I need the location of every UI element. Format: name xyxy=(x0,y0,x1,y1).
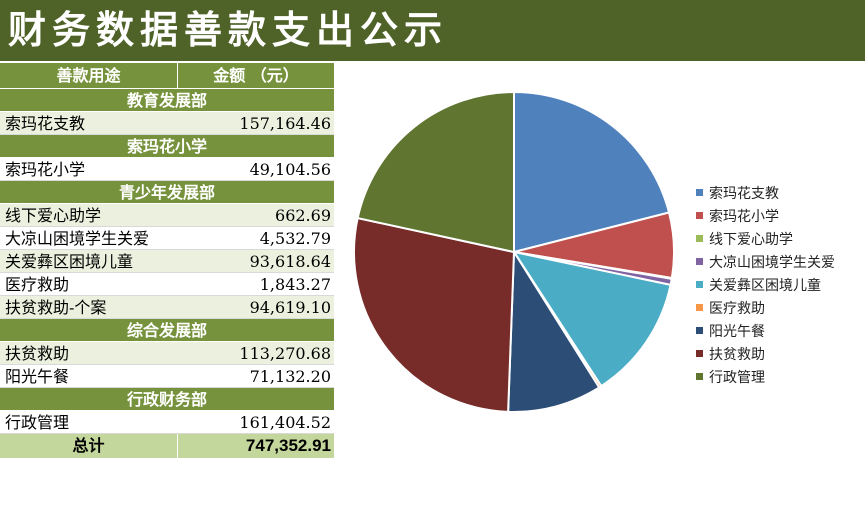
legend-label: 大凉山困境学生关爱 xyxy=(709,254,835,271)
pie-chart xyxy=(353,90,675,413)
amount-column-header: 金额 （元） xyxy=(213,66,299,85)
section-header: 行政财务部 xyxy=(0,388,334,411)
section-header: 索玛花小学 xyxy=(0,135,334,158)
chart-legend: 索玛花支教索玛花小学线下爱心助学大凉山困境学生关爱 关爱彝区困境儿童 医疗救助阳光午… xyxy=(696,181,861,388)
table-row: 医疗救助 1,843.27 xyxy=(0,273,334,296)
row-label: 线下爱心助学 xyxy=(5,206,102,225)
expense-table: 善款用途 金额 （元） 教育发展部 索玛花支教 157,164.46 索玛花小学… xyxy=(0,63,334,507)
section-header: 综合发展部 xyxy=(0,319,334,342)
total-label: 总计 xyxy=(0,434,178,458)
legend-swatch xyxy=(696,327,703,334)
table-row: 扶贫救助 113,270.68 xyxy=(0,342,334,365)
pie-slice xyxy=(356,90,515,254)
row-label: 扶贫救助 xyxy=(5,344,70,363)
table-row: 大凉山困境学生关爱 4,532.79 xyxy=(0,227,334,250)
section-header: 教育发展部 xyxy=(0,89,334,112)
legend-label: 行政管理 xyxy=(709,369,765,386)
row-amount: 49,104.56 xyxy=(249,160,331,179)
legend-item: 阳光午餐 xyxy=(696,319,861,342)
legend-item: 扶贫救助 xyxy=(696,342,861,365)
page-title: 财务数据善款支出公示 xyxy=(0,0,865,61)
table-row: 索玛花支教 157,164.46 xyxy=(0,112,334,135)
legend-item: 大凉山困境学生关爱 xyxy=(696,250,861,273)
legend-item: 索玛花小学 xyxy=(696,204,861,227)
total-row: 总计 747,352.91 xyxy=(0,434,334,458)
row-amount: 1,843.27 xyxy=(259,275,331,294)
total-amount: 747,352.91 xyxy=(245,436,331,455)
legend-swatch xyxy=(696,258,703,265)
row-label: 关爱彝区困境儿童 xyxy=(5,252,134,271)
purpose-column-header: 善款用途 xyxy=(0,63,178,88)
table-row: 阳光午餐 71,132.20 xyxy=(0,365,334,388)
legend-label: 线下爱心助学 xyxy=(709,231,793,248)
row-amount: 161,404.52 xyxy=(239,413,331,432)
legend-label: 索玛花支教 xyxy=(709,185,779,202)
legend-swatch xyxy=(696,304,703,311)
legend-item: 索玛花支教 xyxy=(696,181,861,204)
row-label: 阳光午餐 xyxy=(5,367,70,386)
legend-swatch xyxy=(696,235,703,242)
table-header: 善款用途 金额 （元） xyxy=(0,63,334,89)
pie-slice xyxy=(513,90,671,254)
legend-item: 医疗救助 xyxy=(696,296,861,319)
table-row: 行政管理 161,404.52 xyxy=(0,411,334,434)
table-row: 关爱彝区困境儿童 93,618.64 xyxy=(0,250,334,273)
row-amount: 93,618.64 xyxy=(249,252,331,271)
pie-chart-area: 索玛花支教索玛花小学线下爱心助学大凉山困境学生关爱 关爱彝区困境儿童 医疗救助阳光午… xyxy=(334,63,865,507)
legend-label: 扶贫救助 xyxy=(709,346,765,363)
legend-swatch xyxy=(696,212,703,219)
row-amount: 113,270.68 xyxy=(239,344,331,363)
row-amount: 157,164.46 xyxy=(239,114,331,133)
row-label: 索玛花支教 xyxy=(5,114,86,133)
row-label: 大凉山困境学生关爱 xyxy=(5,229,150,248)
legend-swatch xyxy=(696,281,703,288)
legend-item: 线下爱心助学 xyxy=(696,227,861,250)
table-row: 线下爱心助学 662.69 xyxy=(0,204,334,227)
row-amount: 71,132.20 xyxy=(249,367,331,386)
pie-slice xyxy=(353,216,516,413)
row-label: 扶贫救助-个案 xyxy=(5,298,107,317)
pie-slice xyxy=(511,250,672,388)
legend-swatch xyxy=(696,373,703,380)
legend-swatch xyxy=(696,350,703,357)
legend-item: 行政管理 xyxy=(696,365,861,388)
legend-label: 医疗救助 xyxy=(709,300,765,317)
row-amount: 94,619.10 xyxy=(249,298,331,317)
pie-slice xyxy=(507,248,601,413)
row-label: 医疗救助 xyxy=(5,275,70,294)
legend-label: 阳光午餐 xyxy=(709,323,765,340)
legend-label: 关爱彝区困境儿童 xyxy=(709,277,821,294)
legend-label: 索玛花小学 xyxy=(709,208,779,225)
row-label: 索玛花小学 xyxy=(5,160,86,179)
row-amount: 4,532.79 xyxy=(259,229,331,248)
table-row: 索玛花小学 49,104.56 xyxy=(0,158,334,181)
legend-swatch xyxy=(696,189,703,196)
table-row: 扶贫救助-个案 94,619.10 xyxy=(0,296,334,319)
section-header: 青少年发展部 xyxy=(0,181,334,204)
legend-item: 关爱彝区困境儿童 xyxy=(696,273,861,296)
row-label: 行政管理 xyxy=(5,413,70,432)
row-amount: 662.69 xyxy=(275,206,331,225)
